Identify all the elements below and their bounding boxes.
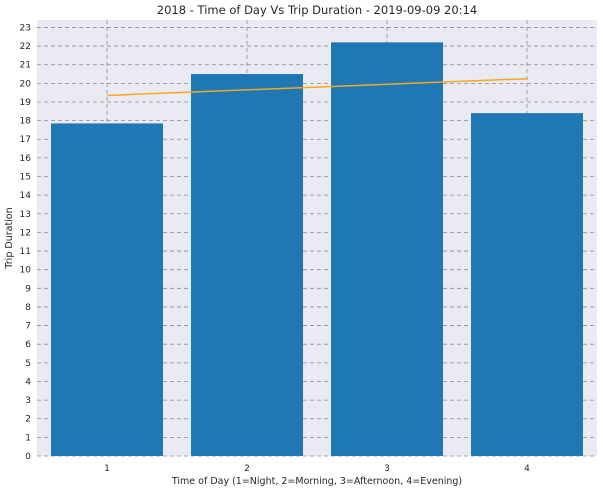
y-tick-label: 21 <box>20 61 31 71</box>
y-tick-label: 18 <box>20 117 32 127</box>
y-tick-label: 3 <box>25 396 31 406</box>
y-tick-label: 0 <box>25 452 31 462</box>
y-tick-label: 19 <box>20 98 32 108</box>
trend-line <box>106 77 528 97</box>
x-axis-label: Time of Day (1=Night, 2=Morning, 3=After… <box>171 476 462 487</box>
bars <box>51 42 583 457</box>
y-tick-label: 16 <box>20 154 32 164</box>
chart-title: 2018 - Time of Day Vs Trip Duration - 20… <box>157 3 477 17</box>
x-tick-label: 3 <box>384 464 390 474</box>
y-tick-label: 7 <box>25 322 31 332</box>
y-tick-label: 10 <box>20 266 32 276</box>
y-tick-label: 15 <box>20 173 31 183</box>
y-tick-label: 2 <box>25 415 31 425</box>
y-tick-label: 17 <box>20 135 31 145</box>
y-axis-label: Trip Duration <box>4 207 15 269</box>
y-tick-label: 14 <box>20 191 32 201</box>
x-tick-label: 1 <box>104 464 110 474</box>
x-tick-label: 2 <box>244 464 250 474</box>
x-tick-label: 4 <box>524 464 530 474</box>
y-tick-label: 4 <box>25 377 31 387</box>
y-tick-label: 20 <box>20 79 32 89</box>
y-tick-label: 23 <box>20 23 31 33</box>
bar-4 <box>471 113 583 457</box>
bar-3 <box>331 42 443 456</box>
y-tick-label: 22 <box>20 42 31 52</box>
x-tick-labels: 1 2 3 4 <box>104 464 530 474</box>
bar-1 <box>51 123 163 457</box>
bar-2 <box>191 74 303 457</box>
y-tick-label: 5 <box>25 359 31 369</box>
y-tick-label: 1 <box>25 433 31 443</box>
y-tick-label: 6 <box>25 340 31 350</box>
trend-line-group <box>106 77 528 97</box>
y-tick-label: 9 <box>25 284 31 294</box>
y-tick-label: 11 <box>20 247 31 257</box>
y-tick-label: 13 <box>20 210 31 220</box>
y-tick-label: 8 <box>25 303 31 313</box>
y-tick-label: 12 <box>20 228 31 238</box>
